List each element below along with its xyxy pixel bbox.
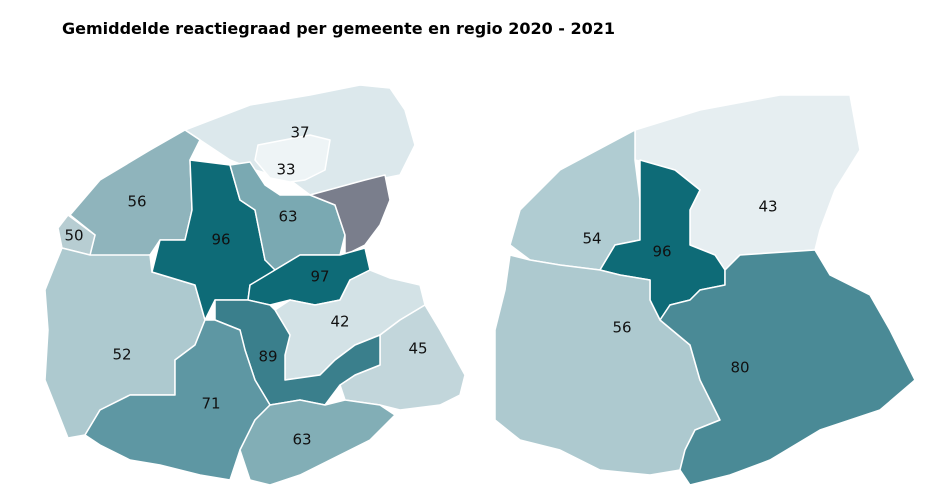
region-label: 96 — [211, 231, 230, 249]
region-label: 42 — [330, 313, 349, 331]
region — [659, 249, 916, 486]
region-label: 63 — [292, 431, 311, 449]
region-label: 45 — [408, 340, 427, 358]
region-label: 63 — [278, 208, 297, 226]
region-label: 50 — [64, 227, 83, 245]
region-label: 96 — [652, 243, 671, 261]
region — [84, 319, 271, 481]
region — [254, 134, 331, 183]
region-label: 33 — [276, 161, 295, 179]
region — [229, 161, 346, 271]
region-label: 52 — [112, 346, 131, 364]
region-label: 71 — [201, 395, 220, 413]
region — [239, 399, 396, 486]
region-label: 89 — [258, 348, 277, 366]
region — [309, 174, 391, 256]
region-label: 54 — [582, 230, 601, 248]
region-label: 97 — [310, 268, 329, 286]
title: Gemiddelde reactiegraad per gemeente en … — [62, 19, 615, 38]
region-label: 56 — [612, 319, 631, 337]
region-label: 43 — [758, 198, 777, 216]
region-label: 56 — [127, 193, 146, 211]
region-label: 37 — [290, 124, 309, 142]
region-label: 80 — [730, 359, 749, 377]
